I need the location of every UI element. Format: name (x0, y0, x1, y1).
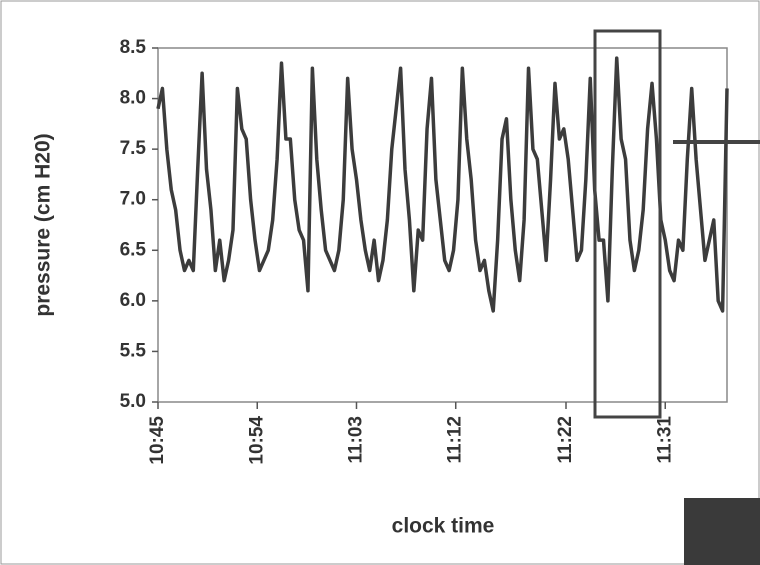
y-axis-title: pressure (cm H20) (32, 133, 55, 316)
y-tick-label: 7.0 (120, 189, 146, 210)
x-tick-label: 11:22 (555, 416, 576, 464)
y-tick-label: 6.0 (120, 290, 146, 311)
y-tick-label: 7.5 (120, 138, 147, 159)
y-tick-label: 5.0 (120, 391, 146, 412)
y-tick-label: 5.5 (120, 340, 147, 361)
x-tick-label: 10:54 (246, 416, 267, 465)
y-tick-label: 8.5 (120, 37, 147, 58)
marks: 5.0 5.5 6.0 6.5 7.0 7.5 8.0 8.5 10:45 10:54 11:03 1… (120, 37, 729, 465)
x-tick-label: 11:12 (445, 416, 466, 464)
y-tick-label: 6.5 (120, 239, 147, 260)
pressure-line (156, 56, 729, 313)
x-tick-label: 11:31 (654, 416, 675, 464)
corner-block (684, 498, 760, 565)
x-tick-label: 10:45 (147, 416, 168, 465)
x-tick-label: 11:03 (346, 416, 367, 464)
y-tick-label: 8.0 (120, 88, 146, 109)
plot-area (157, 47, 728, 403)
x-axis-title: clock time (392, 515, 495, 538)
highlight-box (593, 29, 662, 419)
